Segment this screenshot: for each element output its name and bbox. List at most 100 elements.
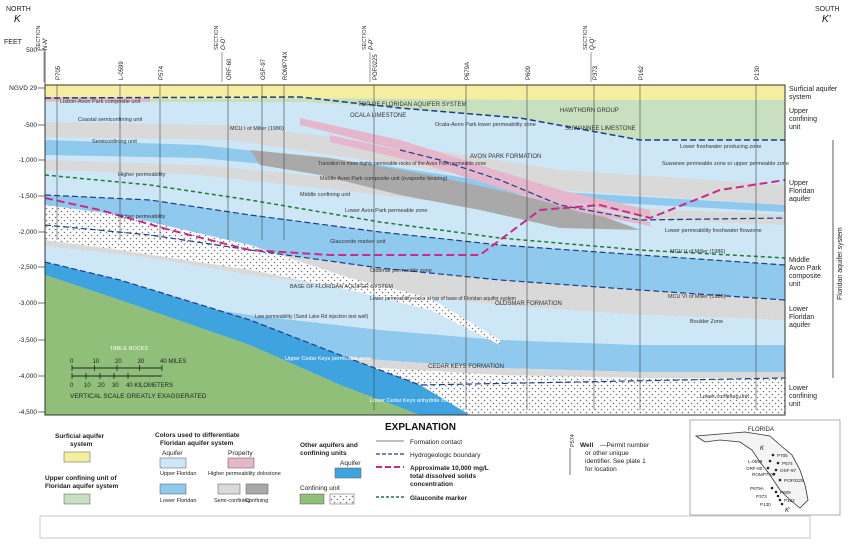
legend-surficial-swatch <box>63 451 91 463</box>
unit-lower-floridan-2: Floridan <box>789 314 814 321</box>
semiconfining-band-1 <box>45 122 785 205</box>
depth-tick-label: -1,000 <box>19 157 38 164</box>
well-label: P574 <box>159 65 165 80</box>
label-mcu2: MCU II of Miller (1986) <box>670 249 725 255</box>
well-labels: P705 L-0599 P574 ORF-60 OSF-97 ROMP74X POF0225… <box>56 51 761 80</box>
depth-tick-label: -4,000 <box>19 373 38 380</box>
well-lines <box>56 85 757 410</box>
inset-well-label: P162 <box>784 498 795 503</box>
oldsmar-lower-floridan-band <box>45 288 785 372</box>
inset-well-dot <box>771 453 775 457</box>
section-code: Q-Q' <box>590 37 596 50</box>
north-label: NORTH <box>6 6 31 13</box>
scale-km-label: 40 KILOMETERS <box>126 383 173 389</box>
label-table-rocks: TABLE ROCKS <box>110 346 148 352</box>
depth-tick-label: -500 <box>24 122 37 129</box>
label-middle-conf: Middle confining unit <box>300 192 351 198</box>
depth-tick-label: -3,500 <box>19 337 38 344</box>
higher-perm-streak-1 <box>45 97 150 102</box>
inset-well-dot <box>778 478 782 482</box>
legend-well-desc-2: or other unique <box>585 450 629 457</box>
floridan-system-label: Floridan aquifer system <box>837 227 844 300</box>
right-unit-labels: Surficial aquifer system Upper confining… <box>789 86 838 408</box>
section-markers: SECTION N-N' SECTION O-O' SECTION P-P' SECTION… <box>36 26 596 82</box>
unit-upper-floridan-1: Upper <box>789 180 809 187</box>
label-higher-perm-2: Higher permeability <box>118 214 166 220</box>
scale-km-label: 30 <box>112 383 119 389</box>
depth-axis: 500 NGVD 29 -500 -1,000 -1,500 -2,000 -2,500 -3… <box>9 47 46 416</box>
label-lower-avon: Lower Avon Park permeable zone <box>345 208 427 214</box>
legend-property-head: Property <box>228 450 253 457</box>
inset-well-label: ROMP74X <box>752 472 774 477</box>
explanation-title: EXPLANATION <box>385 422 456 433</box>
legend-well-sample: P574 <box>570 434 576 447</box>
section-title: SECTION <box>583 26 589 50</box>
legend-upper-floridan-label: Upper Floridan <box>160 471 196 477</box>
legend-higher-perm-swatch <box>227 457 255 469</box>
inset-wells: P705 L-0599 P574 ORF-60 OSF-97 ROMP74X POF0225… <box>746 446 804 514</box>
legend-tds-2: total dissolved solids <box>410 473 476 480</box>
legend-tds-3: concentration <box>410 481 453 488</box>
depth-tick-label: 500 <box>26 47 37 54</box>
label-mcu3: MCU VI of Miller (1986) <box>668 294 726 300</box>
label-hawthorn: HAWTHORN GROUP <box>560 108 619 114</box>
feet-label: FEET <box>4 39 23 46</box>
legend-lower-floridan-swatch <box>159 483 187 495</box>
scale-km-label: 10 <box>84 383 91 389</box>
surficial-aquifer-layer <box>45 85 785 100</box>
label-lower-perm-rocks: Lower permeability rocks at top of base … <box>370 296 516 302</box>
label-upper-cedar: Upper Cedar Keys permeable zone <box>285 356 371 362</box>
legend-glauconite: Glauconite marker <box>410 495 468 502</box>
inset-well-dot <box>774 468 778 472</box>
legend-hydro-boundary: Hydrogeologic boundary <box>410 452 481 459</box>
label-mcu1: MCU I of Miller (1986) <box>230 126 284 132</box>
legend-well-title: Well <box>580 442 593 449</box>
unit-surficial-1: Surficial aquifer <box>789 86 838 93</box>
legend-confining-swatch <box>245 483 269 495</box>
well-label: ORF-60 <box>227 58 233 80</box>
layer-labels: Lisbon-Avon Park composite unit Coastal … <box>60 99 789 404</box>
unit-upper-confining-1: Upper <box>789 108 809 115</box>
inset-well-dot <box>774 490 778 494</box>
label-transition: Transition to more highly permeable rock… <box>318 161 486 167</box>
section-code: P-P' <box>369 38 375 50</box>
legend-other-aquifer-swatch <box>334 467 362 479</box>
legend-confining-unit: Confining unit <box>300 485 340 492</box>
inset-well-label: OSF-97 <box>780 468 797 473</box>
inset-well-label: POF0225 <box>784 478 804 483</box>
scale-bar: 0 10 20 30 40 MILES 0 10 20 30 40 KILOMETERS VERT… <box>70 359 207 400</box>
label-boulder: Boulder Zone <box>690 319 723 325</box>
legend-other-title-2: confining units <box>300 450 347 457</box>
well-label: POF0225 <box>373 54 379 80</box>
legend-well-desc-4: for location <box>585 466 617 473</box>
unit-lower-confining-1: Lower <box>789 385 809 392</box>
well-label: P162 <box>639 65 645 80</box>
legend-upper-conf-swatch <box>63 493 91 505</box>
label-avon-park: AVON PARK FORMATION <box>470 154 541 160</box>
scale-km-label: 20 <box>98 383 105 389</box>
inset-well-dot <box>766 466 770 470</box>
scale-km-label: 0 <box>70 383 74 389</box>
unit-upper-confining-3: unit <box>789 124 800 131</box>
explanation-legend: EXPLANATION Surficial aquifer system Upp… <box>45 422 650 505</box>
label-middle-avon: Middle Avon Park composite unit (evapori… <box>320 176 448 182</box>
inset-well-dot <box>780 502 784 506</box>
label-top-floridan: TOP OF FLORIDAN AQUIFER SYSTEM <box>358 102 466 108</box>
inset-well-dot <box>776 461 780 465</box>
unit-middle-3: composite <box>789 273 821 280</box>
label-higher-perm-1: Higher permeability <box>118 172 166 178</box>
hydro-boundary-base <box>44 261 786 386</box>
unit-middle-2: Avon Park <box>789 265 822 272</box>
inset-well-label: P373 <box>756 494 767 499</box>
inset-well-dot <box>768 459 772 463</box>
depth-tick-label: -3,000 <box>19 300 38 307</box>
cedar-keys-dotted-wedge <box>45 205 500 345</box>
depth-tick-label: -2,000 <box>19 229 38 236</box>
legend-well-desc-3: identifier. See plate 1 <box>585 458 646 465</box>
section-code: O-O' <box>221 37 227 50</box>
well-label: P679A <box>465 62 471 80</box>
inset-well-label: P679A <box>750 486 765 491</box>
well-label: P130 <box>755 65 761 80</box>
section-title: SECTION <box>36 26 42 50</box>
label-ocala: OCALA LIMESTONE <box>350 113 406 119</box>
